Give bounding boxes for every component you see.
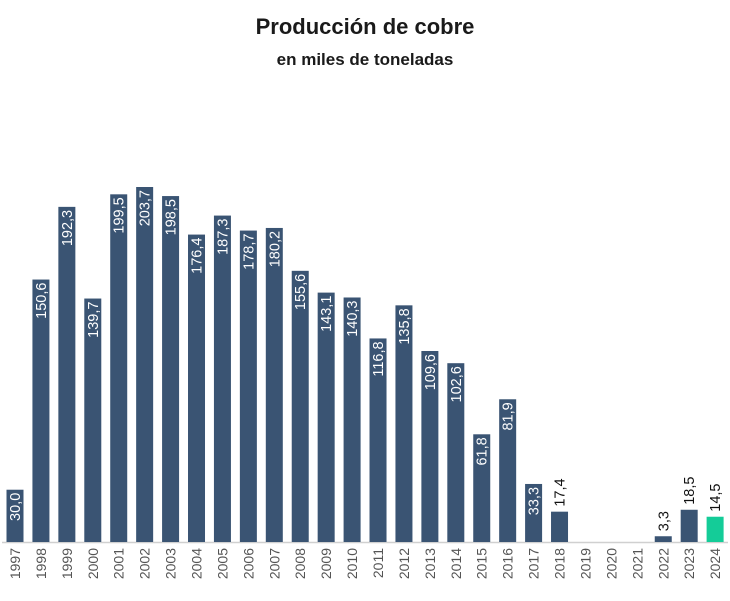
x-tick-label: 1999 [59,548,75,579]
bar-2009 [317,292,335,542]
x-tick-label: 2015 [474,548,490,579]
data-label: 17,4 [553,478,569,506]
x-tick-label: 2017 [526,548,542,579]
data-label: 192,3 [60,210,76,246]
bar-2011 [369,338,387,542]
bar-2012 [395,305,413,542]
bar-2007 [265,227,283,542]
data-label: 102,6 [449,366,465,402]
data-label: 178,7 [241,234,257,270]
x-tick-label: 2002 [137,548,153,579]
bar-1997 [6,489,24,542]
x-tick-label: 2014 [448,548,464,579]
bar-2017 [525,483,543,542]
x-tick-label: 2020 [603,548,619,579]
data-label: 33,3 [527,487,543,515]
data-label: 135,8 [397,308,413,344]
data-label: 3,3 [656,511,672,531]
data-label: 150,6 [34,283,50,319]
x-tick-label: 2021 [629,548,645,579]
x-tick-label: 2012 [396,548,412,579]
x-tick-label: 2016 [500,548,516,579]
x-tick-label: 2008 [292,548,308,579]
bar-2006 [239,230,257,542]
data-label: 143,1 [319,296,335,332]
data-label: 81,9 [501,402,517,430]
data-label: 187,3 [215,219,231,255]
bar-2000 [84,298,102,542]
data-label: 176,4 [190,238,206,274]
x-tick-label: 2000 [85,548,101,579]
x-tick-label: 2001 [111,548,127,579]
data-label: 14,5 [708,483,724,511]
data-label: 199,5 [112,197,128,233]
x-tick-label: 2019 [577,548,593,579]
bar-2004 [188,234,206,542]
chart-subtitle: en miles de toneladas [276,50,454,69]
x-tick-label: 2011 [370,548,386,578]
data-label: 203,7 [138,190,154,226]
x-tick-label: 2009 [318,548,334,579]
bar-2015 [473,434,491,542]
data-label: 198,5 [164,199,180,235]
bar-2008 [291,270,309,542]
bar-2024 [706,516,724,542]
x-tick-label: 2022 [655,548,671,579]
bar-2005 [213,215,231,543]
data-label: 61,8 [475,437,491,465]
x-tick-label: 2024 [707,548,723,579]
bar-2023 [680,509,698,542]
x-tick-label: 2005 [214,548,230,579]
x-tick-label: 2018 [552,548,568,579]
x-tick-label: 2023 [681,548,697,579]
data-label: 140,3 [345,300,361,336]
x-tick-label: 2013 [422,548,438,579]
bar-2022 [654,536,672,542]
bar-2010 [343,297,361,542]
data-label: 116,8 [371,341,387,376]
x-tick-label: 2010 [344,548,360,579]
chart-title: Producción de cobre [255,14,475,39]
bar-2018 [551,511,569,542]
data-label: 18,5 [682,477,698,505]
x-tick-label: 1997 [7,548,23,579]
x-tick-label: 2007 [266,548,282,579]
x-tick-label: 1998 [33,548,49,579]
data-label: 180,2 [267,231,283,267]
x-tick-label: 2004 [189,548,205,579]
data-label: 30,0 [8,493,24,521]
bar-2016 [499,399,517,542]
data-label: 139,7 [86,302,102,338]
bar-1998 [32,279,50,542]
bar-1999 [58,206,76,543]
x-tick-label: 2006 [240,548,256,579]
bar-2013 [421,350,439,542]
data-label: 155,6 [293,274,309,310]
bar-2003 [162,196,180,542]
data-label: 109,6 [423,354,439,390]
bar-2001 [110,194,128,542]
bar-2014 [447,363,465,542]
x-tick-label: 2003 [163,548,179,579]
bar-2002 [136,187,154,542]
